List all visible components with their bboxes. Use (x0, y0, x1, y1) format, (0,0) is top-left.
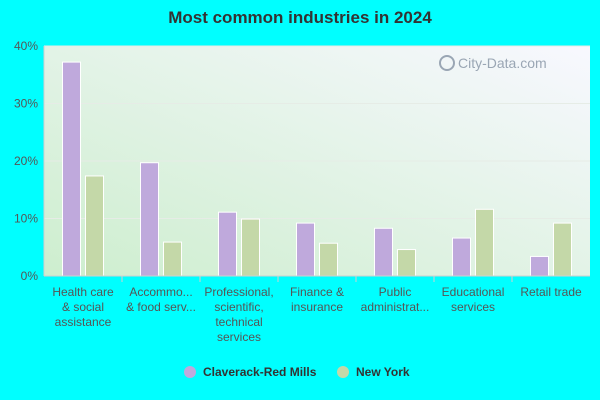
bar-series-2 (241, 218, 260, 277)
y-tick-label: 10% (14, 212, 38, 226)
bar-series-1 (140, 162, 159, 277)
chart-title: Most common industries in 2024 (168, 8, 432, 27)
x-category-label-line: Retail trade (520, 285, 582, 299)
x-category-label-line: services (451, 300, 495, 314)
x-category-label: Health care & social assistance (52, 285, 114, 329)
legend-label: New York (356, 365, 410, 379)
bar-series-1 (452, 237, 471, 277)
x-category-label-line: Accommo... (129, 285, 192, 299)
legend-swatch (337, 366, 349, 378)
x-category-label-line: services (217, 330, 261, 344)
x-category-label-line: & social (62, 300, 104, 314)
x-category-label-line: Health care (52, 285, 114, 299)
bar-series-1 (296, 222, 315, 277)
x-category-label: Public administrat... (361, 285, 430, 314)
x-category-label: Finance & insurance (290, 285, 344, 314)
watermark-text: City-Data.com (458, 55, 547, 71)
legend: Claverack-Red Mills New York (184, 365, 410, 379)
bar-series-2 (319, 242, 338, 277)
bar-series-2 (553, 222, 572, 277)
bar-series-1 (530, 255, 549, 277)
x-category-label-line: & food serv... (126, 300, 196, 314)
watermark-icon (439, 55, 455, 71)
x-category-label: Retail trade (520, 285, 582, 299)
x-category-label-line: technical (215, 315, 262, 329)
x-category-label-line: Educational (442, 285, 505, 299)
x-category-label: Educational services (442, 285, 505, 314)
bar-series-1 (62, 61, 81, 277)
x-category-label-line: administrat... (361, 300, 430, 314)
watermark: City-Data.com (439, 55, 547, 71)
x-category-label-line: assistance (55, 315, 112, 329)
bar-series-2 (475, 208, 494, 277)
y-tick-label: 0% (21, 269, 39, 283)
x-category-label-line: Public (379, 285, 412, 299)
y-tick-label: 40% (14, 39, 38, 53)
x-category-label-line: insurance (291, 300, 343, 314)
bar-series-2 (163, 241, 182, 277)
x-category-label-line: Finance & (290, 285, 344, 299)
bar-series-1 (218, 211, 237, 277)
legend-label: Claverack-Red Mills (203, 365, 317, 379)
x-category-label-line: Professional, (204, 285, 273, 299)
x-category-label: Accommo... & food serv... (126, 285, 196, 314)
bar-series-2 (397, 249, 416, 277)
x-category-label-line: scientific, (214, 300, 263, 314)
y-tick-label: 30% (14, 97, 38, 111)
bar-series-1 (374, 227, 393, 277)
x-category-label: Professional, scientific, technical service… (204, 285, 273, 344)
bar-series-2 (85, 175, 104, 277)
legend-swatch (184, 366, 196, 378)
y-tick-label: 20% (14, 154, 38, 168)
